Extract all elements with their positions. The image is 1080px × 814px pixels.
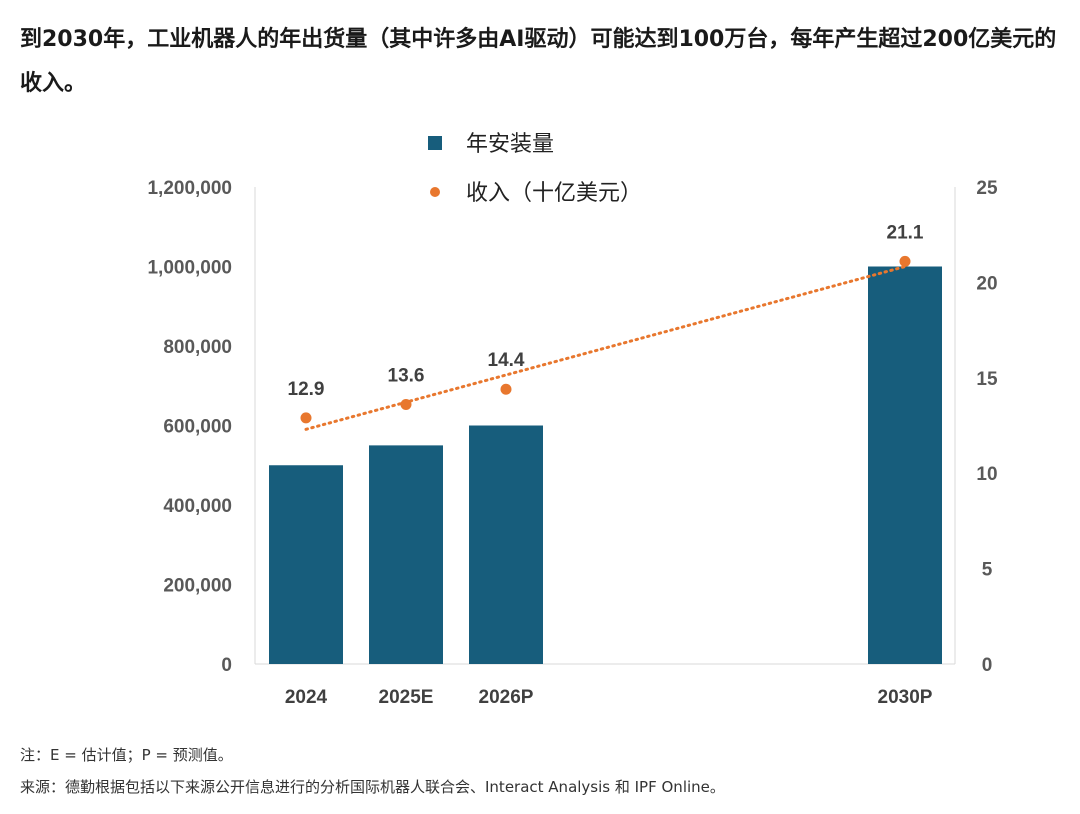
- footnote-source: 来源：德勤根据包括以下来源公开信息进行的分析国际机器人联合会、Interact …: [20, 778, 725, 796]
- bar-2026P: [469, 425, 543, 664]
- category-label: 2025E: [379, 687, 434, 708]
- right-tick-label: 25: [976, 178, 998, 199]
- revenue-point-2024: [300, 412, 312, 424]
- legend-bar-swatch: [428, 136, 442, 150]
- category-label: 2026P: [479, 687, 534, 708]
- bar-2025E: [369, 445, 443, 664]
- revenue-point-2030P: [899, 255, 911, 267]
- bar-2030P: [868, 266, 942, 664]
- legend-bar-label: 年安装量: [466, 132, 554, 157]
- revenue-data-label: 21.1: [887, 222, 924, 243]
- left-tick-label: 1,000,000: [147, 258, 232, 279]
- right-tick-label: 15: [976, 369, 998, 390]
- bars: [269, 266, 942, 664]
- revenue-line: 12.9 13.6 14.4 21.1: [288, 222, 924, 431]
- chart-title: 到2030年，工业机器人的年出货量（其中许多由AI驱动）可能达到100万台，每年…: [20, 27, 1057, 96]
- revenue-data-label: 12.9: [288, 379, 325, 400]
- revenue-trendline: [304, 265, 907, 431]
- revenue-data-label: 14.4: [488, 350, 525, 371]
- right-tick-label: 0: [982, 655, 993, 676]
- category-labels: 2024 2025E 2026P 2030P: [285, 687, 933, 708]
- legend-line-label: 收入（十亿美元）: [466, 181, 642, 206]
- legend-line-swatch: [430, 187, 440, 197]
- right-tick-label: 20: [976, 273, 997, 294]
- revenue-data-label: 13.6: [388, 366, 425, 387]
- axes: [254, 187, 956, 665]
- left-tick-label: 400,000: [163, 496, 232, 517]
- left-tick-label: 800,000: [163, 337, 232, 358]
- left-tick-label: 200,000: [163, 576, 232, 597]
- right-tick-label: 10: [976, 464, 997, 485]
- category-label: 2030P: [878, 687, 933, 708]
- right-axis-ticks: 0 5 10 15 20 25: [976, 178, 998, 676]
- bar-2024: [269, 465, 343, 664]
- category-label: 2024: [285, 687, 328, 708]
- footnote-note: 注：E = 估计值；P = 预测值。: [20, 746, 233, 764]
- revenue-point-2026P: [500, 383, 512, 395]
- right-tick-label: 5: [982, 560, 993, 581]
- revenue-point-2025E: [400, 399, 412, 411]
- left-tick-label: 1,200,000: [147, 178, 232, 199]
- left-tick-label: 0: [221, 655, 232, 676]
- left-axis-ticks: 0 200,000 400,000 600,000 800,000 1,000,000 1,…: [147, 178, 232, 676]
- left-tick-label: 600,000: [163, 417, 232, 438]
